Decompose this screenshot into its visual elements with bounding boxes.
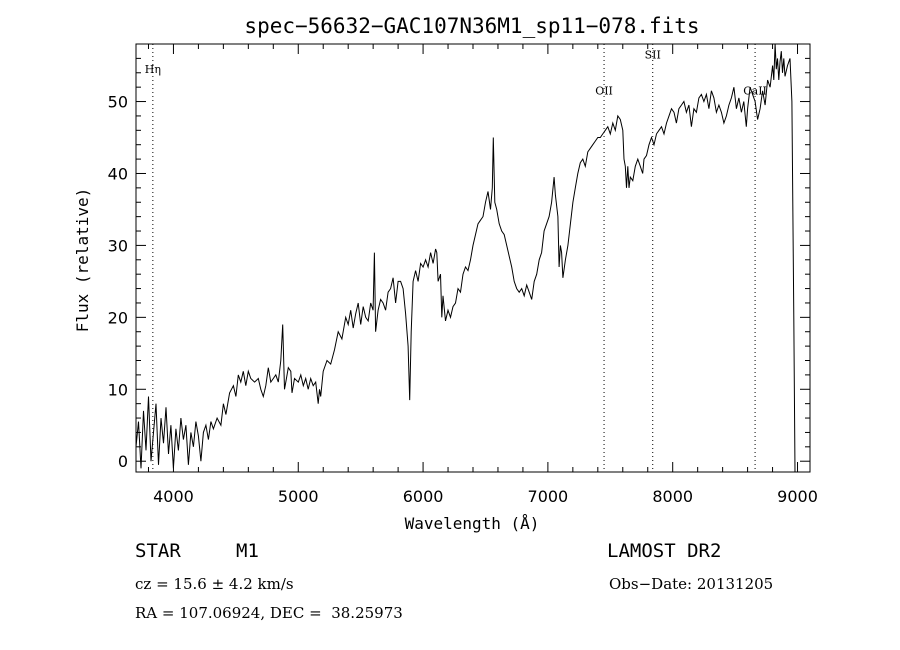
spectral-line-label: Hη [145, 63, 161, 76]
spectral-line-label: OII [595, 84, 613, 97]
y-tick-label: 10 [108, 380, 128, 399]
x-axis-ticks: 4000 5000 6000 7000 8000 9000 [147, 44, 818, 506]
x-tick-label: 9000 [777, 487, 818, 506]
y-axis-label: Flux (relative) [73, 188, 92, 333]
chart-title: spec−56632−GAC107N36M1_sp11−078.fits [244, 14, 699, 38]
annotation-lines [152, 44, 756, 472]
survey-name: LAMOST DR2 [607, 540, 722, 562]
y-tick-label: 30 [108, 236, 128, 255]
x-tick-label: 8000 [652, 487, 693, 506]
y-tick-label: 0 [118, 452, 128, 471]
spectrum-line [135, 43, 796, 473]
x-tick-label: 5000 [278, 487, 319, 506]
y-tick-label: 50 [108, 93, 128, 112]
y-tick-label: 40 [108, 164, 128, 183]
x-axis-label: Wavelength (Å) [405, 514, 540, 533]
ra-dec-coordinates: RA = 107.06924, DEC = 38.25973 [135, 604, 403, 622]
y-axis-ticks: 0 10 20 30 40 50 [108, 43, 810, 471]
x-tick-label: 7000 [528, 487, 569, 506]
x-tick-label: 4000 [153, 487, 194, 506]
spectral-line-label: SII [645, 48, 661, 61]
x-tick-label: 6000 [403, 487, 444, 506]
object-class: STAR [135, 540, 181, 562]
redshift-cz: cz = 15.6 ± 4.2 km/s [135, 575, 294, 593]
y-tick-label: 20 [108, 308, 128, 327]
obs-date: Obs−Date: 20131205 [609, 575, 774, 593]
object-subclass: M1 [236, 540, 259, 562]
